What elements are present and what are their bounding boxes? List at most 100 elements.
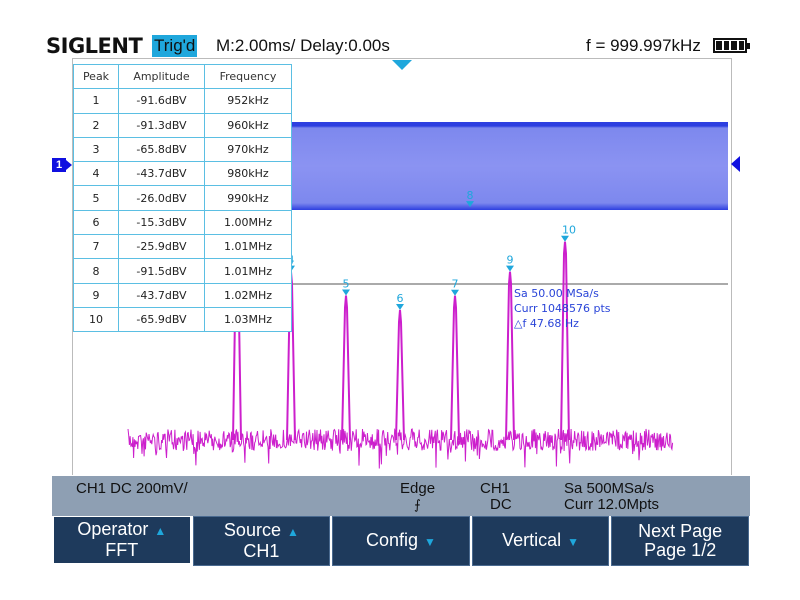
peak-label: 6 bbox=[397, 292, 404, 305]
softkey-value: Page 1/2 bbox=[644, 540, 717, 560]
cell-peak: 9 bbox=[73, 282, 119, 308]
cell-frequency: 952kHz bbox=[204, 88, 292, 114]
vertical-softkey[interactable]: Vertical ▼ bbox=[471, 516, 610, 566]
fft-points: Curr 1048576 pts bbox=[514, 302, 611, 315]
cell-peak: 1 bbox=[73, 88, 119, 114]
softkey-bar: Operator ▲ FFT Source ▲ CH1 Config ▼ Vertical… bbox=[52, 516, 750, 566]
ch1-offset-marker[interactable]: 1 bbox=[52, 158, 72, 172]
cell-frequency: 1.00MHz bbox=[204, 209, 292, 236]
peak-label: 5 bbox=[343, 278, 350, 291]
table-row: 7 -25.9dBV 1.01MHz bbox=[73, 234, 292, 260]
softkey-label: Source bbox=[223, 520, 281, 540]
cell-frequency: 980kHz bbox=[204, 161, 292, 187]
softkey-value: FFT bbox=[105, 540, 139, 560]
table-row: 2 -91.3dBV 960kHz bbox=[73, 112, 292, 138]
peak-marker-7 bbox=[451, 289, 459, 296]
cell-frequency: 970kHz bbox=[204, 136, 292, 163]
trigger-source: CH1 bbox=[480, 480, 511, 497]
peak-marker-8 bbox=[466, 201, 474, 208]
peak-label: 7 bbox=[452, 278, 459, 291]
spectrum-peak-6 bbox=[395, 309, 405, 441]
fft-info: Sa 50.00 MSa/s Curr 1048576 pts △f 47.68… bbox=[514, 286, 611, 331]
rising-edge-icon: ⨍ bbox=[414, 497, 421, 512]
table-row: 10 -65.9dBV 1.03MHz bbox=[73, 306, 292, 333]
cell-frequency: 1.02MHz bbox=[204, 282, 292, 308]
trigger-coupling: DC bbox=[490, 496, 512, 513]
cell-peak: 3 bbox=[73, 136, 119, 163]
table-row: 9 -43.7dBV 1.02MHz bbox=[73, 282, 292, 308]
trigger-status: Trig'd bbox=[152, 35, 198, 57]
memory-depth: Curr 12.0Mpts bbox=[564, 496, 660, 513]
cell-frequency: 960kHz bbox=[204, 112, 292, 138]
table-row: 5 -26.0dBV 990kHz bbox=[73, 185, 292, 211]
cell-frequency: 1.01MHz bbox=[204, 258, 292, 284]
timebase-readout: M:2.00ms/ Delay:0.00s bbox=[216, 36, 390, 55]
peak-table: Peak Amplitude Frequency 1 -91.6dBV 952kHz… bbox=[73, 63, 292, 333]
softkey-label: Next Page bbox=[638, 521, 723, 541]
softkey-label: Operator bbox=[77, 519, 149, 539]
peak-marker-5 bbox=[342, 289, 350, 296]
ch1-waveform bbox=[291, 122, 728, 210]
peak-label: 9 bbox=[507, 254, 514, 267]
cell-amplitude: -26.0dBV bbox=[118, 185, 205, 211]
waveform-display[interactable] bbox=[72, 58, 732, 475]
operator-softkey[interactable]: Operator ▲ FFT bbox=[53, 516, 191, 566]
spectrum-peak-7 bbox=[450, 295, 460, 441]
table-row: 3 -65.8dBV 970kHz bbox=[73, 136, 292, 163]
cell-frequency: 990kHz bbox=[204, 185, 292, 211]
softkey-label: Vertical bbox=[502, 529, 562, 550]
peak-label: 10 bbox=[562, 224, 576, 237]
peak-label: 8 bbox=[467, 189, 474, 202]
cell-amplitude: -91.5dBV bbox=[118, 258, 205, 284]
header-peak: Peak bbox=[73, 63, 119, 90]
arrow-down-icon: ▼ bbox=[424, 534, 436, 549]
table-row: 4 -43.7dBV 980kHz bbox=[73, 161, 292, 187]
cell-amplitude: -43.7dBV bbox=[118, 282, 205, 308]
trigger-level-icon[interactable] bbox=[731, 156, 740, 172]
fft-delta-f: △f 47.68 Hz bbox=[514, 317, 579, 330]
table-row: 6 -15.3dBV 1.00MHz bbox=[73, 209, 292, 236]
spectrum-peak-9 bbox=[505, 271, 515, 441]
config-softkey[interactable]: Config ▼ bbox=[332, 516, 470, 566]
trigger-type: Edge bbox=[400, 480, 436, 497]
header-frequency: Frequency bbox=[204, 63, 292, 90]
arrow-up-icon: ▲ bbox=[154, 524, 167, 538]
spectrum-peak-10 bbox=[560, 241, 570, 441]
sample-rate: Sa 500MSa/s bbox=[564, 480, 655, 497]
cell-amplitude: -91.6dBV bbox=[118, 88, 205, 114]
cell-peak: 4 bbox=[73, 161, 119, 187]
cell-amplitude: -65.9dBV bbox=[118, 306, 205, 333]
cell-peak: 5 bbox=[73, 185, 119, 211]
softkey-value: CH1 bbox=[243, 541, 280, 561]
cell-peak: 6 bbox=[73, 209, 119, 236]
next-page-softkey[interactable]: Next Page Page 1/2 bbox=[611, 516, 749, 566]
cell-frequency: 1.03MHz bbox=[204, 306, 292, 333]
channel-setting: CH1 DC 200mV/ bbox=[76, 480, 188, 497]
cell-amplitude: -43.7dBV bbox=[118, 161, 205, 187]
peak-marker-6 bbox=[396, 304, 404, 310]
cell-amplitude: -25.9dBV bbox=[118, 234, 205, 260]
status-bar: CH1 DC 200mV/ Edge ⨍ CH1 DC Sa 500MSa/s … bbox=[52, 476, 750, 516]
table-row: 1 -91.6dBV 952kHz bbox=[73, 88, 292, 114]
spectrum-peak-5 bbox=[341, 295, 351, 441]
frequency-counter: f = 999.997kHz bbox=[586, 36, 701, 55]
trigger-position-icon bbox=[392, 60, 412, 70]
header-amplitude: Amplitude bbox=[118, 63, 205, 90]
arrow-up-icon: ▲ bbox=[286, 525, 299, 539]
peak-marker-9 bbox=[506, 265, 514, 272]
table-row: 8 -91.5dBV 1.01MHz bbox=[73, 258, 292, 284]
cell-peak: 10 bbox=[73, 306, 119, 333]
cell-peak: 7 bbox=[73, 234, 119, 260]
cell-amplitude: -91.3dBV bbox=[118, 112, 205, 138]
arrow-down-icon: ▼ bbox=[567, 534, 580, 549]
softkey-label: Config bbox=[366, 529, 419, 550]
peak-marker-10 bbox=[561, 235, 569, 242]
source-softkey[interactable]: Source ▲ CH1 bbox=[192, 516, 331, 566]
cell-frequency: 1.01MHz bbox=[204, 234, 292, 260]
noise-floor-trace bbox=[127, 428, 674, 469]
battery-icon bbox=[713, 38, 750, 53]
cell-amplitude: -15.3dBV bbox=[118, 209, 205, 236]
cell-peak: 8 bbox=[73, 258, 119, 284]
siglent-logo: SIGLENT bbox=[46, 34, 143, 58]
fft-sample-rate: Sa 50.00 MSa/s bbox=[514, 287, 599, 300]
